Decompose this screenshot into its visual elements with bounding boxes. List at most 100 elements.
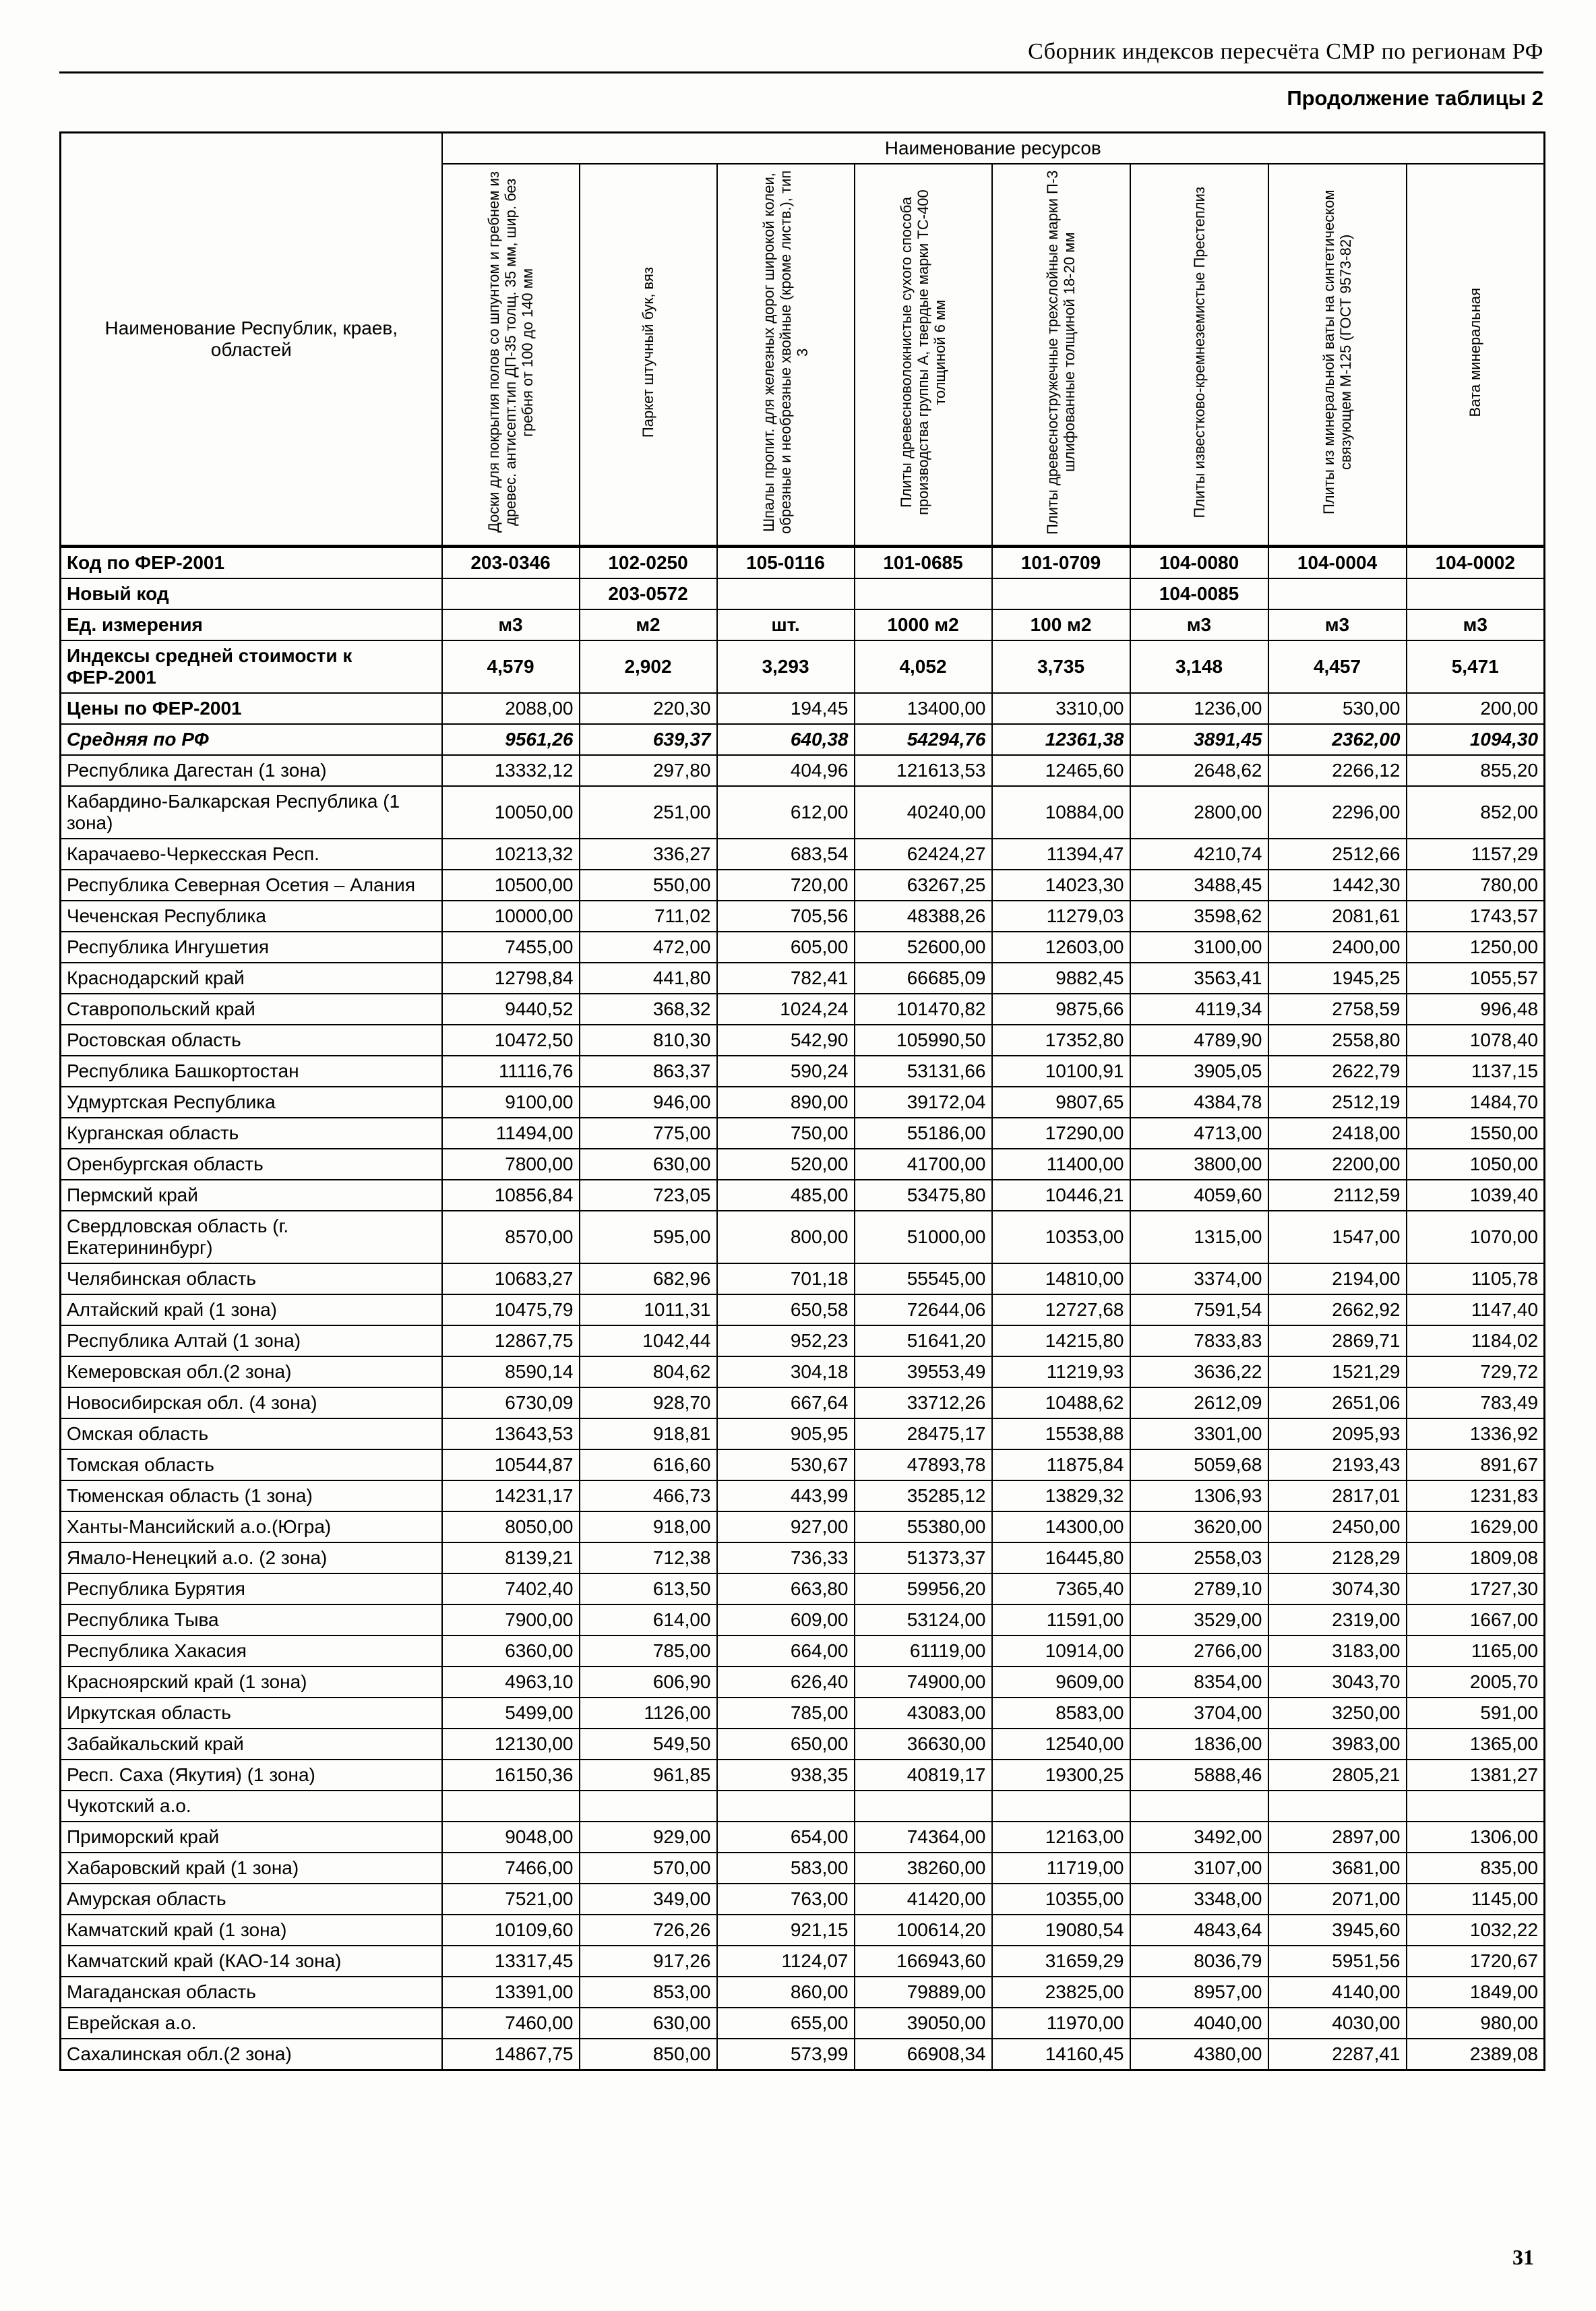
value-cell: 1365,00 <box>1405 1728 1545 1760</box>
value-cell: 3598,62 <box>1129 900 1269 932</box>
value-cell: 860,00 <box>716 1976 855 2008</box>
value-cell: 9875,66 <box>991 993 1131 1025</box>
value-cell: 1849,00 <box>1405 1976 1545 2008</box>
value-cell: 104-0085 <box>1129 578 1269 610</box>
value-cell: 441,80 <box>578 962 718 994</box>
value-cell: 53124,00 <box>853 1604 993 1636</box>
value-cell: 921,15 <box>716 1914 855 1946</box>
value-cell: 1336,92 <box>1405 1418 1545 1450</box>
row-label-cell: Забайкальский край <box>59 1728 443 1760</box>
region-row: Республика Тыва 7900,00 614,00 609,00 53124,… <box>59 1604 1545 1636</box>
column-header-mineral-wool: Вата минеральная <box>1405 163 1545 547</box>
value-cell: 2558,80 <box>1267 1024 1407 1056</box>
value-cell: 13332,12 <box>441 754 580 787</box>
value-cell: 7800,00 <box>441 1148 580 1180</box>
region-row: Республика Бурятия 7402,40 613,50 663,80 599… <box>59 1573 1545 1605</box>
value-cell: 12727,68 <box>991 1294 1131 1326</box>
value-cell: 1157,29 <box>1405 838 1545 870</box>
value-cell: 3891,45 <box>1129 723 1269 756</box>
meta-row: Индексы средней стоимости к ФЕР-2001 4,57… <box>59 640 1545 694</box>
value-cell: 11219,93 <box>991 1356 1131 1388</box>
value-cell: 1042,44 <box>578 1325 718 1357</box>
row-label-cell: Томская область <box>59 1449 443 1481</box>
value-cell: 104-0080 <box>1129 545 1269 579</box>
value-cell: 14160,45 <box>991 2038 1131 2071</box>
value-cell: 28475,17 <box>853 1418 993 1450</box>
value-cell: 10683,27 <box>441 1263 580 1295</box>
value-cell: 2266,12 <box>1267 754 1407 787</box>
value-cell: 1070,00 <box>1405 1210 1545 1264</box>
region-row: Оренбургская область 7800,00 630,00 520,00 4… <box>59 1148 1545 1180</box>
value-cell: 10050,00 <box>441 785 580 839</box>
value-cell: 11400,00 <box>991 1148 1131 1180</box>
row-label-cell: Алтайский край (1 зона) <box>59 1294 443 1326</box>
value-cell: 404,96 <box>716 754 855 787</box>
value-cell: 2418,00 <box>1267 1117 1407 1149</box>
value-cell: 51373,37 <box>853 1542 993 1574</box>
value-cell: 8583,00 <box>991 1697 1131 1729</box>
value-cell: 1484,70 <box>1405 1086 1545 1118</box>
value-cell: 55380,00 <box>853 1511 993 1543</box>
value-cell: 654,00 <box>716 1821 855 1853</box>
value-cell: 712,38 <box>578 1542 718 1574</box>
value-cell: 729,72 <box>1405 1356 1545 1388</box>
value-cell: 100 м2 <box>991 609 1131 641</box>
value-cell: 304,18 <box>716 1356 855 1388</box>
value-cell: 203-0346 <box>441 545 580 579</box>
value-cell: 4030,00 <box>1267 2007 1407 2039</box>
value-cell: 609,00 <box>716 1604 855 1636</box>
value-cell: 368,32 <box>578 993 718 1025</box>
value-cell: 62424,27 <box>853 838 993 870</box>
value-cell <box>1405 578 1545 610</box>
row-label-cell: Камчатский край (1 зона) <box>59 1914 443 1946</box>
value-cell: 3704,00 <box>1129 1697 1269 1729</box>
meta-row: Ед. измерения м3 м2 шт. 1000 м2 100 м2 м3 м3 м3 <box>59 609 1545 641</box>
region-row: Респ. Саха (Якутия) (1 зона) 16150,36 961,… <box>59 1759 1545 1791</box>
value-cell: 3301,00 <box>1129 1418 1269 1450</box>
value-cell: 7466,00 <box>441 1852 580 1884</box>
value-cell: 203-0572 <box>578 578 718 610</box>
region-row: Тюменская область (1 зона) 14231,17 466,73… <box>59 1480 1545 1512</box>
region-row: Свердловская область (г. Екатерининбург)… <box>59 1210 1545 1264</box>
value-cell: 927,00 <box>716 1511 855 1543</box>
row-label-cell: Средняя по РФ <box>59 723 443 756</box>
value-cell: 918,00 <box>578 1511 718 1543</box>
value-cell: 11875,84 <box>991 1449 1131 1481</box>
value-cell: 1078,40 <box>1405 1024 1545 1056</box>
region-row: Амурская область 7521,00 349,00 763,00 41420… <box>59 1883 1545 1915</box>
column-header-boards: Доски для покрытия полов со шпунтом и гр… <box>441 163 580 547</box>
region-row: Республика Северная Осетия – Алания 10500… <box>59 869 1545 901</box>
value-cell: 763,00 <box>716 1883 855 1915</box>
value-cell: 7591,54 <box>1129 1294 1269 1326</box>
value-cell: 3492,00 <box>1129 1821 1269 1853</box>
value-cell: 166943,60 <box>853 1945 993 1977</box>
value-cell <box>1129 1790 1269 1822</box>
value-cell: 11970,00 <box>991 2007 1131 2039</box>
value-cell: 2805,21 <box>1267 1759 1407 1791</box>
value-cell: 616,60 <box>578 1449 718 1481</box>
value-cell: 11719,00 <box>991 1852 1131 1884</box>
region-row: Республика Алтай (1 зона) 12867,75 1042,44… <box>59 1325 1545 1357</box>
row-label-cell: Магаданская область <box>59 1976 443 2008</box>
value-cell: 3100,00 <box>1129 931 1269 963</box>
value-cell: 667,64 <box>716 1387 855 1419</box>
value-cell: 3983,00 <box>1267 1728 1407 1760</box>
value-cell: 10488,62 <box>991 1387 1131 1419</box>
value-cell: 100614,20 <box>853 1914 993 1946</box>
row-label-cell: Республика Северная Осетия – Алания <box>59 869 443 901</box>
value-cell: 19300,25 <box>991 1759 1131 1791</box>
value-cell: 1836,00 <box>1129 1728 1269 1760</box>
value-cell: 850,00 <box>578 2038 718 2071</box>
value-cell: 12798,84 <box>441 962 580 994</box>
row-label-cell: Амурская область <box>59 1883 443 1915</box>
value-cell: 10109,60 <box>441 1914 580 1946</box>
value-cell: 101-0709 <box>991 545 1131 579</box>
row-label-cell: Приморский край <box>59 1821 443 1853</box>
value-cell: 1011,31 <box>578 1294 718 1326</box>
region-row: Удмуртская Республика 9100,00 946,00 890,00… <box>59 1086 1545 1118</box>
value-cell: 570,00 <box>578 1852 718 1884</box>
region-row: Забайкальский край 12130,00 549,50 650,00 36… <box>59 1728 1545 1760</box>
value-cell: 1184,02 <box>1405 1325 1545 1357</box>
column-header-chipboard: Плиты древесностружечные трехслойные мар… <box>991 163 1131 547</box>
value-cell: 775,00 <box>578 1117 718 1149</box>
